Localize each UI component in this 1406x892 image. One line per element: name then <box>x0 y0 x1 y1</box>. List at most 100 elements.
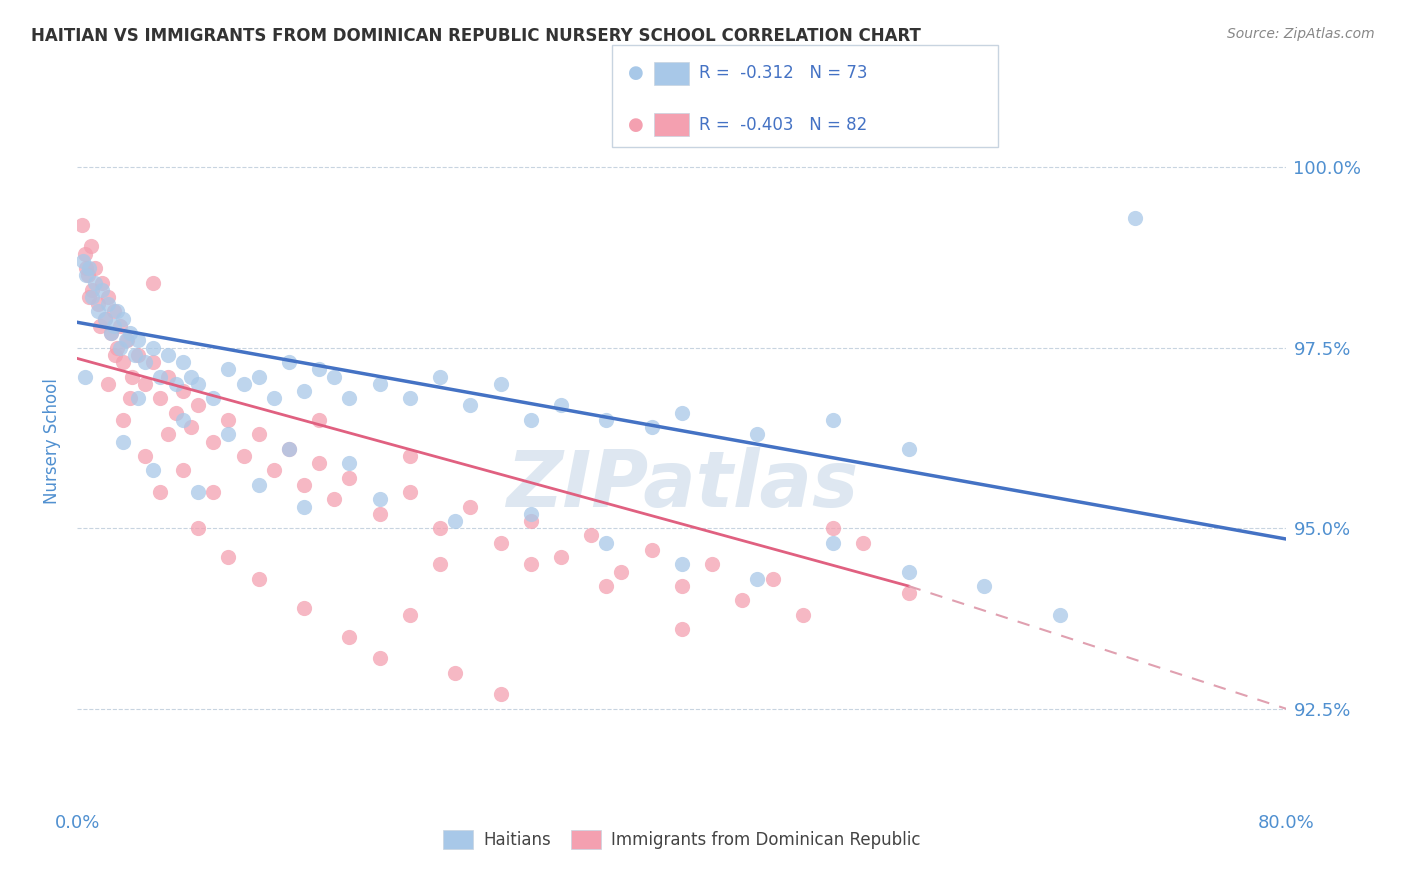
Point <box>149 391 172 405</box>
Point <box>172 384 194 398</box>
Point <box>368 376 391 391</box>
Point <box>595 535 617 549</box>
Point <box>731 593 754 607</box>
Point <box>218 550 240 565</box>
Text: ●: ● <box>628 64 644 82</box>
Point <box>595 579 617 593</box>
Point <box>80 239 103 253</box>
Point <box>75 261 97 276</box>
Point <box>82 283 104 297</box>
Point <box>218 362 240 376</box>
Point <box>82 290 104 304</box>
Point <box>247 572 270 586</box>
Point <box>278 442 301 456</box>
Point <box>100 326 122 341</box>
Point <box>105 304 128 318</box>
Point <box>339 471 360 485</box>
Point <box>489 535 512 549</box>
Point <box>187 521 209 535</box>
Point <box>1049 607 1071 622</box>
Point <box>202 485 225 500</box>
Legend: Haitians, Immigrants from Dominican Republic: Haitians, Immigrants from Dominican Repu… <box>437 823 927 856</box>
Point <box>747 427 769 442</box>
Text: ZIPatlas: ZIPatlas <box>506 447 858 523</box>
Text: R =  -0.312   N = 73: R = -0.312 N = 73 <box>699 64 868 82</box>
Text: ●: ● <box>628 116 644 134</box>
Point <box>444 665 467 680</box>
Point <box>520 507 543 521</box>
Point <box>103 318 125 333</box>
Point <box>93 311 115 326</box>
Point <box>821 413 844 427</box>
Point <box>75 268 97 283</box>
Point <box>308 362 330 376</box>
Point <box>202 434 225 449</box>
Point <box>108 318 131 333</box>
Point <box>550 399 572 413</box>
Point <box>96 297 118 311</box>
Point <box>973 579 995 593</box>
Point <box>172 413 194 427</box>
Text: HAITIAN VS IMMIGRANTS FROM DOMINICAN REPUBLIC NURSERY SCHOOL CORRELATION CHART: HAITIAN VS IMMIGRANTS FROM DOMINICAN REP… <box>31 27 921 45</box>
Point <box>142 276 165 290</box>
Point <box>111 434 134 449</box>
Point <box>458 500 481 514</box>
Point <box>368 651 391 665</box>
Point <box>792 607 814 622</box>
Point <box>111 413 134 427</box>
Point <box>641 420 664 434</box>
Point <box>339 630 360 644</box>
Point <box>263 391 285 405</box>
Point <box>187 376 209 391</box>
Point <box>124 348 146 362</box>
Point <box>202 391 225 405</box>
Point <box>368 492 391 507</box>
Point <box>79 290 101 304</box>
Point <box>127 391 149 405</box>
Point <box>149 369 172 384</box>
Point <box>595 413 617 427</box>
Point <box>87 297 110 311</box>
Point <box>429 521 451 535</box>
Point <box>100 326 122 341</box>
Point <box>103 304 125 318</box>
Point <box>821 521 844 535</box>
Point <box>79 261 101 276</box>
Point <box>142 355 165 369</box>
Point <box>520 558 543 572</box>
Point <box>308 456 330 470</box>
Point <box>90 276 112 290</box>
Point <box>108 341 131 355</box>
Point <box>323 369 346 384</box>
Point <box>671 623 693 637</box>
Point <box>581 528 603 542</box>
Point <box>96 290 118 304</box>
Point <box>671 558 693 572</box>
Point <box>641 543 664 558</box>
Point <box>292 600 315 615</box>
Point <box>70 218 93 232</box>
Point <box>77 268 100 283</box>
Point <box>247 478 270 492</box>
Point <box>134 376 156 391</box>
Point <box>180 369 202 384</box>
Point <box>121 369 143 384</box>
Point <box>142 341 165 355</box>
Point <box>339 456 360 470</box>
Text: R =  -0.403   N = 82: R = -0.403 N = 82 <box>699 116 868 134</box>
Point <box>111 311 134 326</box>
Point <box>489 376 512 391</box>
Point <box>165 406 187 420</box>
Point <box>134 355 156 369</box>
Point <box>458 399 481 413</box>
Point <box>821 535 844 549</box>
Point <box>157 427 180 442</box>
Point <box>187 485 209 500</box>
Point <box>368 507 391 521</box>
Point <box>247 427 270 442</box>
Point <box>115 334 138 348</box>
Point <box>172 463 194 477</box>
Point <box>520 514 543 528</box>
Point <box>157 369 180 384</box>
Text: Source: ZipAtlas.com: Source: ZipAtlas.com <box>1227 27 1375 41</box>
